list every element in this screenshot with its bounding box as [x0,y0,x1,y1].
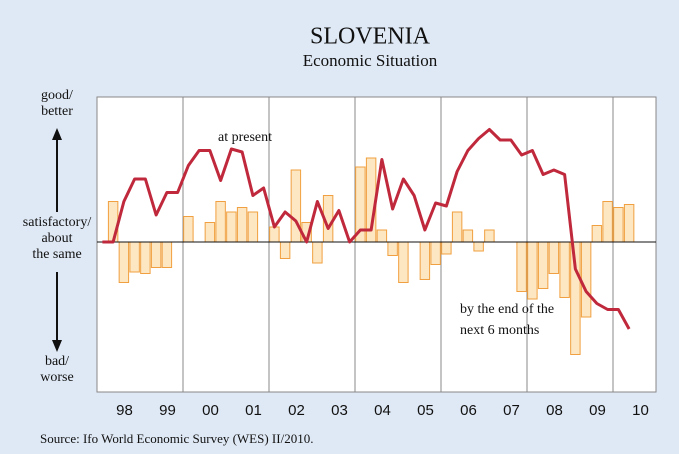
bar [269,226,280,243]
y-label: good/ [41,88,73,103]
chart-subtitle: Economic Situation [303,51,438,70]
bar [419,241,431,280]
bar [161,241,173,268]
x-tick-label: 00 [202,402,219,419]
y-label: better [41,104,73,119]
x-tick-label: 01 [245,402,262,419]
chart-title: SLOVENIA [310,24,431,50]
x-tick-label: 02 [288,402,305,419]
bar [107,201,119,243]
bar [613,207,624,243]
bar [430,241,441,265]
bar [226,211,237,243]
x-tick-label: 06 [460,402,477,419]
bar [140,241,151,274]
bar [279,241,291,259]
bar [376,229,388,243]
bar [387,241,398,256]
x-tick-label: 05 [417,402,434,419]
bar [398,241,409,283]
bar [129,241,140,273]
annotation: next 6 months [460,323,539,338]
x-tick-label: 04 [374,402,391,419]
annotation: at present [218,130,272,145]
bar [559,241,570,298]
x-tick-label: 98 [116,402,133,419]
bar [247,211,259,243]
bar [537,241,549,289]
bar [602,201,613,243]
bar [204,222,216,243]
bar [527,241,538,300]
bar [118,241,130,283]
y-label: the same [32,247,81,262]
bar [236,207,248,243]
y-label: about [41,231,72,246]
bar [441,241,452,255]
annotation: by the end of the [460,302,554,317]
bar [312,241,323,264]
y-label: satisfactory/ [23,215,92,230]
bar [451,211,463,243]
bar [580,241,592,318]
bar [473,241,484,252]
y-label: bad/ [45,354,69,369]
bar [623,204,635,243]
bar [150,241,162,268]
x-tick-label: 09 [589,402,606,419]
bar [548,241,560,274]
y-label: worse [40,370,73,385]
down-arrow [52,272,62,352]
bar [462,229,474,243]
bar [484,229,495,243]
bar [516,241,527,292]
x-tick-label: 03 [331,402,348,419]
bar [290,169,302,243]
bar [215,201,226,243]
x-tick-label: 10 [632,402,649,419]
bar [591,225,603,243]
source: Source: Ifo World Economic Survey (WES) … [40,431,313,446]
x-tick-label: 99 [159,402,176,419]
up-arrow [52,128,62,212]
line [102,128,631,330]
bar [183,216,194,243]
x-tick-label: 07 [503,402,520,419]
x-tick-label: 08 [546,402,563,419]
